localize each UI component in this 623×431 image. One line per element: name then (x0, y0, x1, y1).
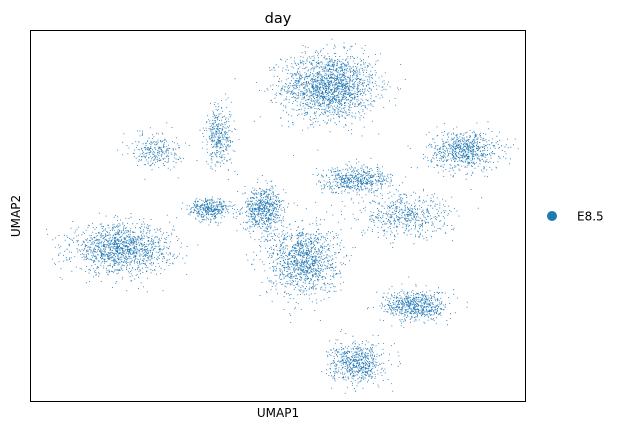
legend-label: E8.5 (577, 210, 604, 224)
chart-title: day (265, 11, 292, 27)
x-axis-label: UMAP1 (257, 406, 299, 420)
legend-marker (547, 211, 557, 221)
y-axis-label: UMAP2 (9, 195, 23, 237)
